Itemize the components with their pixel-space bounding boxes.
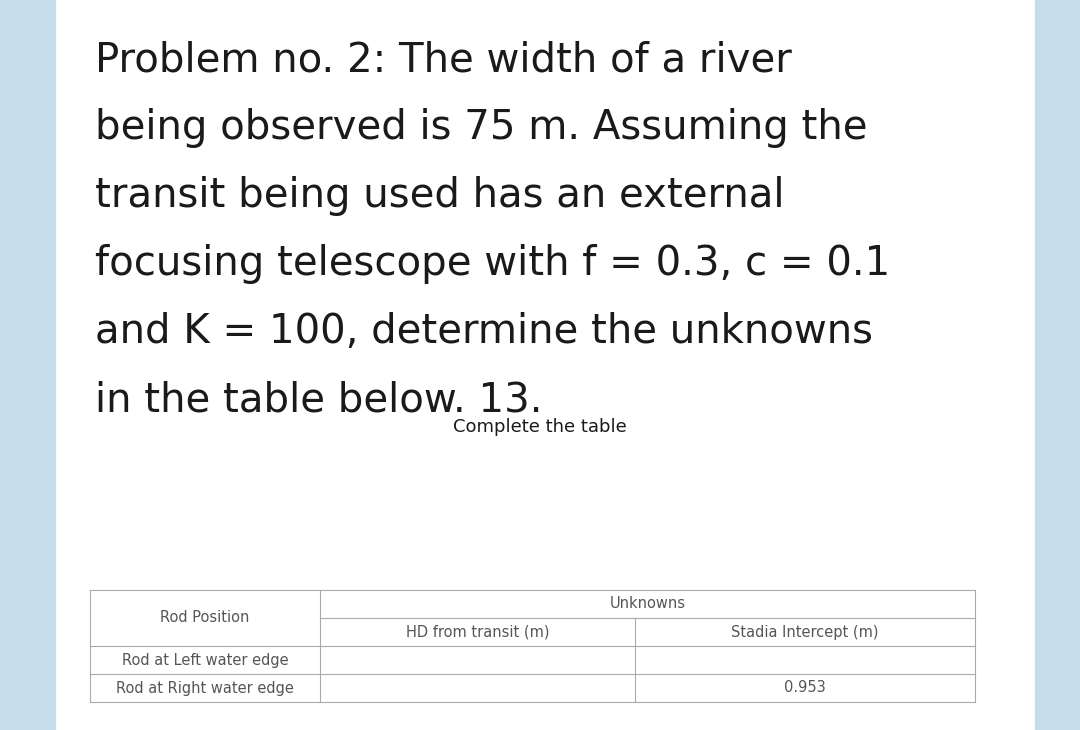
Text: Rod at Left water edge: Rod at Left water edge [122, 653, 288, 667]
Bar [0, 0, 55, 730]
Text: HD from transit (m): HD from transit (m) [406, 624, 550, 639]
Text: and K = 100, determine the unknowns: and K = 100, determine the unknowns [95, 312, 873, 352]
Text: 0.953: 0.953 [784, 680, 826, 696]
Text: being observed is 75 m. Assuming the: being observed is 75 m. Assuming the [95, 108, 867, 148]
Text: transit being used has an external: transit being used has an external [95, 176, 784, 216]
Text: focusing telescope with f = 0.3, c = 0.1: focusing telescope with f = 0.3, c = 0.1 [95, 244, 890, 284]
Bar [1035, 0, 1080, 730]
Text: Rod at Right water edge: Rod at Right water edge [116, 680, 294, 696]
Text: Rod Position: Rod Position [160, 610, 249, 626]
Text: Problem no. 2: The width of a river: Problem no. 2: The width of a river [95, 40, 792, 80]
Text: Stadia Intercept (m): Stadia Intercept (m) [731, 624, 879, 639]
Text: in the table below. 13.: in the table below. 13. [95, 380, 542, 420]
Text: Unknowns: Unknowns [609, 596, 686, 612]
Text: Complete the table: Complete the table [454, 418, 626, 436]
